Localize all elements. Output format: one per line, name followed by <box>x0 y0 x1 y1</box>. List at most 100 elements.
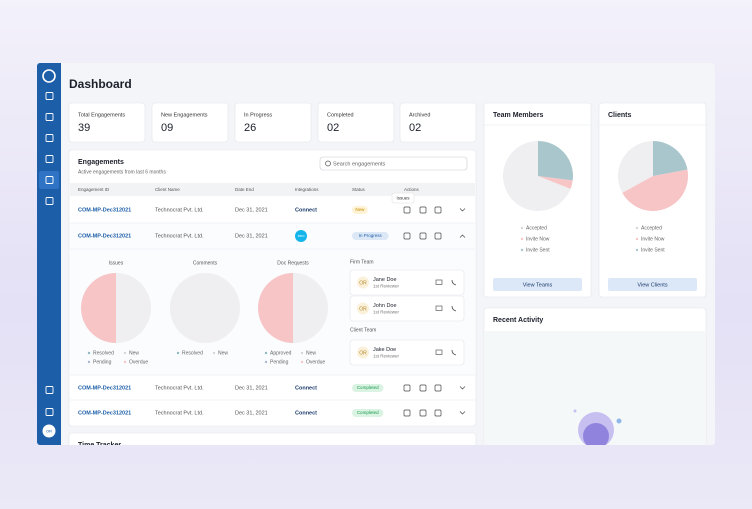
client-name: Technocrat Pvt. Ltd. <box>155 207 204 213</box>
legend-label: Invite Now <box>526 236 550 242</box>
stat-card <box>234 102 312 143</box>
legend-dot <box>300 351 304 355</box>
legend-dot <box>635 226 639 230</box>
card-button[interactable] <box>493 278 582 291</box>
member-avatar <box>357 276 369 289</box>
action-icon[interactable] <box>403 384 411 392</box>
expand-chevron[interactable] <box>459 411 466 415</box>
action-icon[interactable] <box>434 409 442 417</box>
stat-card <box>151 102 229 143</box>
button-label[interactable]: View Clients <box>637 282 667 288</box>
legend-label: Invite Now <box>641 236 665 242</box>
sidebar-icon[interactable] <box>45 155 54 163</box>
stat-value: 26 <box>244 122 256 134</box>
illustration-dot <box>573 409 577 413</box>
status: In Progress <box>359 233 383 238</box>
app-window: Dashboard OR Total Engagements 39 New Engag… <box>37 63 715 445</box>
panel-subtitle: Active engagements from last 6 months <box>78 169 166 175</box>
search-icon <box>325 160 331 167</box>
legend-dot <box>520 248 524 252</box>
sidebar-icon[interactable] <box>45 92 54 100</box>
member-role: 1st Reviewer <box>373 354 400 359</box>
stat-card <box>399 102 477 143</box>
button-label[interactable]: View Teams <box>523 282 553 288</box>
sidebar-icon[interactable] <box>45 113 54 121</box>
avatar[interactable] <box>42 424 56 438</box>
phone-icon[interactable] <box>451 349 457 356</box>
expand-chevron[interactable] <box>459 208 466 212</box>
legend-label: Pending <box>93 359 112 365</box>
expand-chevron[interactable] <box>459 234 466 238</box>
mail-icon[interactable] <box>435 305 443 311</box>
action-icon[interactable] <box>419 384 427 392</box>
integration[interactable]: xero <box>298 234 305 238</box>
legend-label: New <box>306 350 316 356</box>
legend-dot <box>520 237 524 241</box>
stat-value: 02 <box>327 122 339 134</box>
engagement-id[interactable]: COM-MP-Dec312021 <box>78 233 131 239</box>
action-icon[interactable] <box>403 409 411 417</box>
action-icon[interactable] <box>434 232 442 240</box>
legend-label: Resolved <box>93 350 114 356</box>
pie-slice <box>170 273 240 343</box>
action-icon[interactable] <box>434 384 442 392</box>
legend-label: Accepted <box>641 225 662 231</box>
stat-label: Total Engagements <box>78 112 125 118</box>
pie-slice <box>538 141 573 181</box>
member-name: Jake Doe <box>373 347 396 353</box>
action-icon[interactable] <box>419 232 427 240</box>
legend-label: Accepted <box>526 225 547 231</box>
engagement-id[interactable]: COM-MP-Dec312021 <box>78 410 131 416</box>
integration[interactable]: Connect <box>295 385 317 391</box>
sidebar-icon[interactable] <box>45 134 54 142</box>
integration-badge <box>295 230 307 242</box>
member-initials: OR <box>359 306 367 312</box>
stat-label: In Progress <box>244 112 272 118</box>
legend-label: Approved <box>270 350 292 356</box>
column-header: Date End <box>235 187 254 192</box>
pie-slice <box>81 273 116 343</box>
sidebar <box>37 63 61 445</box>
engagement-id[interactable]: COM-MP-Dec312021 <box>78 385 131 391</box>
stat-value: 02 <box>409 122 421 134</box>
member-initials: OR <box>359 280 367 286</box>
section-title: Firm Team <box>350 259 374 265</box>
integration[interactable]: Connect <box>295 410 317 416</box>
sidebar-icon[interactable] <box>45 197 54 205</box>
card-title: Team Members <box>493 112 544 119</box>
action-icon[interactable] <box>419 206 427 214</box>
legend-dot <box>264 351 268 355</box>
stat-card <box>68 102 146 143</box>
card-button[interactable] <box>608 278 697 291</box>
page-title: Dashboard <box>69 77 132 91</box>
sidebar-icon[interactable] <box>45 408 54 416</box>
phone-icon[interactable] <box>451 305 457 312</box>
sidebar-icon[interactable] <box>45 386 54 394</box>
phone-icon[interactable] <box>451 279 457 286</box>
illustration <box>583 423 609 445</box>
action-icon[interactable] <box>403 232 411 240</box>
date-end: Dec 31, 2021 <box>235 207 268 213</box>
sidebar-icon[interactable] <box>45 176 54 184</box>
engagement-id[interactable]: COM-MP-Dec312021 <box>78 207 131 213</box>
search-placeholder[interactable]: Search engagements <box>333 161 386 167</box>
search-box[interactable] <box>319 156 468 171</box>
illustration-dot <box>616 418 622 424</box>
mail-icon[interactable] <box>435 349 443 355</box>
legend-label: Resolved <box>182 350 203 356</box>
action-icon[interactable] <box>434 206 442 214</box>
mail-icon[interactable] <box>435 279 443 285</box>
card-title: Clients <box>608 112 631 119</box>
legend-dot <box>264 360 268 364</box>
panel-title: Engagements <box>78 159 124 166</box>
expand-chevron[interactable] <box>459 386 466 390</box>
stat-card <box>317 102 395 143</box>
status-pill <box>352 409 384 417</box>
action-icon[interactable] <box>403 206 411 214</box>
legend-label: New <box>218 350 228 356</box>
integration[interactable]: Connect <box>295 207 317 213</box>
member-name: Jane Doe <box>373 277 397 283</box>
member-card <box>349 339 465 366</box>
action-icon[interactable] <box>419 409 427 417</box>
